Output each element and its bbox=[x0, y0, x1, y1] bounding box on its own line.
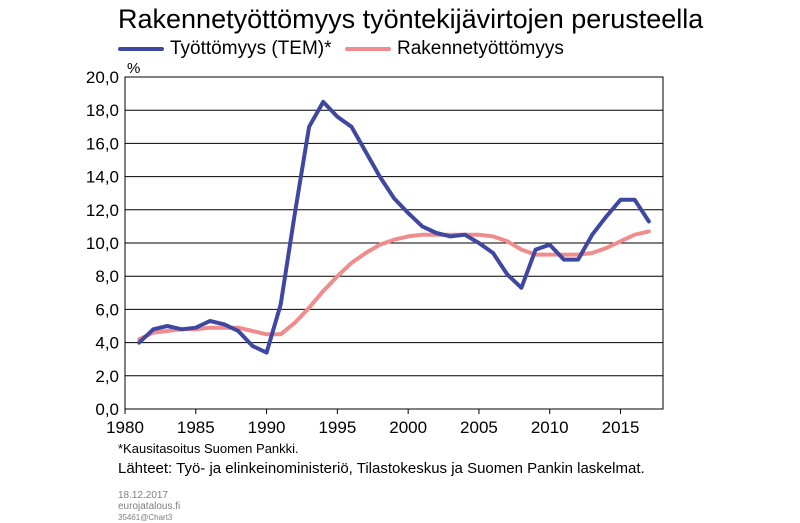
x-tick-label: 1985 bbox=[177, 418, 215, 437]
legend-swatch-tem bbox=[118, 47, 164, 51]
legend-label-structural: Rakennetyöttömyys bbox=[397, 38, 564, 59]
publish-date: 18.12.2017 bbox=[118, 490, 169, 501]
sources-note: Lähteet: Työ- ja elinkeinoministeriö, Ti… bbox=[118, 460, 645, 477]
gridlines bbox=[124, 76, 664, 410]
x-axis-tick-labels: 1980 1985 1990 1995 2000 2005 2010 2015 bbox=[106, 409, 639, 437]
x-tick-label: 2005 bbox=[460, 418, 498, 437]
chart-title: Rakennetyöttömyys työntekijävirtojen per… bbox=[118, 4, 704, 34]
legend-item-tem: Työttömyys (TEM)* bbox=[118, 38, 332, 60]
y-tick-label: 20,0 bbox=[86, 68, 119, 87]
x-tick-label: 1995 bbox=[318, 418, 356, 437]
x-tick-label: 2015 bbox=[602, 418, 640, 437]
series-lines bbox=[137, 99, 651, 355]
y-tick-label: 16,0 bbox=[86, 134, 119, 153]
y-tick-label: 10,0 bbox=[86, 234, 119, 253]
y-tick-label: 2,0 bbox=[95, 367, 119, 386]
plot-frame bbox=[124, 76, 664, 410]
y-tick-label: 0,0 bbox=[95, 400, 119, 419]
chart-code: 35461@Chart3 bbox=[118, 513, 173, 522]
y-tick-label: 6,0 bbox=[95, 300, 119, 319]
legend-swatch-structural bbox=[345, 47, 391, 51]
y-axis-tick-labels: 0,0 2,0 4,0 6,0 8,0 10,0 12,0 14,0 16,0 18,0 20,0 bbox=[86, 68, 119, 419]
y-tick-label: 4,0 bbox=[95, 334, 119, 353]
site-name: eurojatalous.fi bbox=[118, 501, 181, 512]
x-tick-label: 2000 bbox=[389, 418, 427, 437]
y-tick-label: 18,0 bbox=[86, 101, 119, 120]
legend-item-structural: Rakennetyöttömyys bbox=[345, 38, 564, 60]
x-tick-label: 2010 bbox=[531, 418, 569, 437]
y-axis-unit-label: % bbox=[127, 60, 141, 77]
legend-label-tem: Työttömyys (TEM)* bbox=[170, 38, 332, 59]
y-tick-label: 8,0 bbox=[95, 267, 119, 286]
y-tick-label: 12,0 bbox=[86, 201, 119, 220]
y-tick-label: 14,0 bbox=[86, 168, 119, 187]
footnote: *Kausitasoitus Suomen Pankki. bbox=[118, 441, 299, 456]
x-tick-label: 1980 bbox=[106, 418, 144, 437]
series-line-structural bbox=[137, 229, 651, 342]
series-line-tem bbox=[137, 99, 651, 355]
x-tick-label: 1990 bbox=[248, 418, 286, 437]
